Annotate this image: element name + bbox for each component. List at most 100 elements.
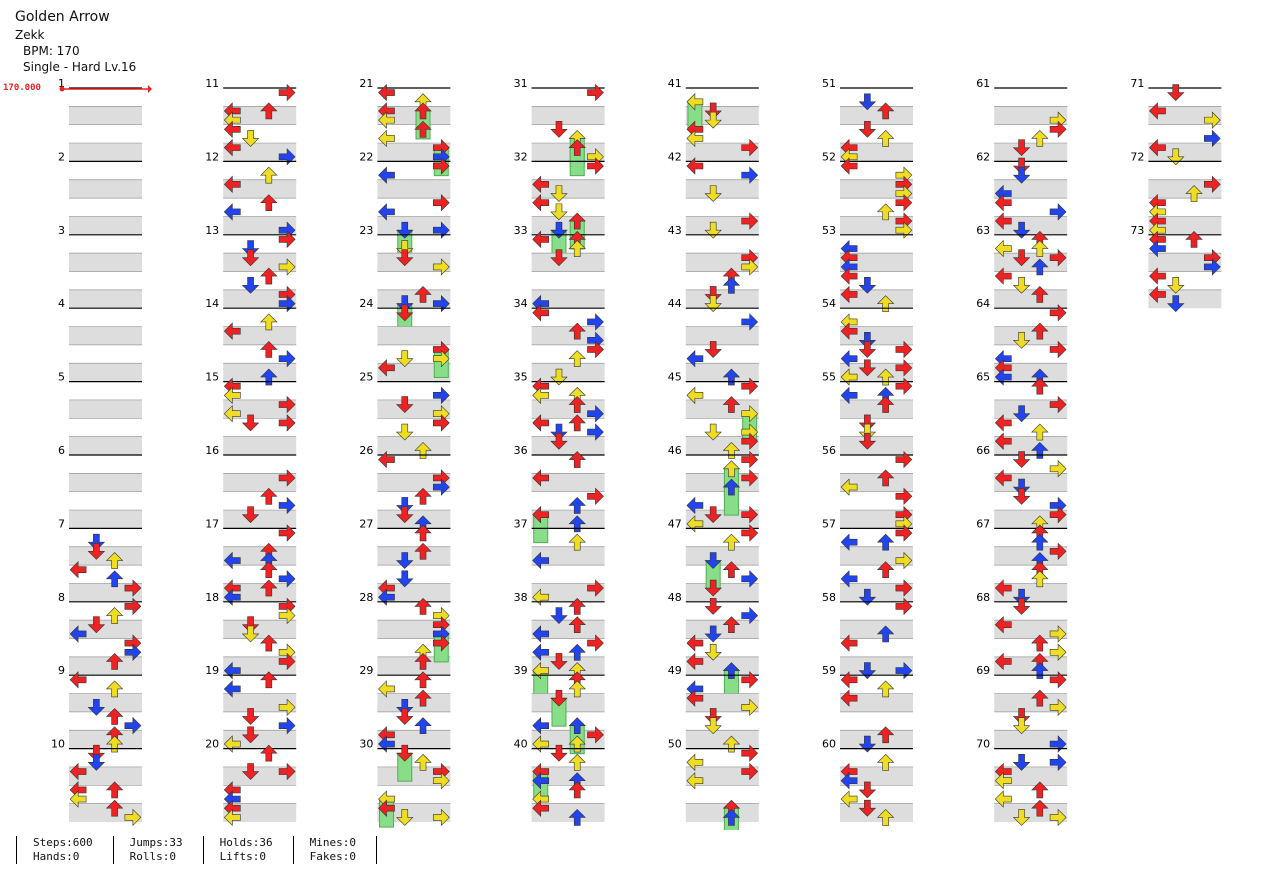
measure-number: 42 <box>668 150 682 163</box>
beat-band <box>994 620 1068 639</box>
beat-band <box>531 473 605 492</box>
measure-number: 52 <box>822 150 836 163</box>
beat-band <box>685 620 759 639</box>
beat-band <box>69 656 142 676</box>
up-arrow-icon <box>105 570 124 588</box>
down-arrow-icon <box>704 185 722 202</box>
up-arrow-icon <box>414 717 432 734</box>
up-arrow-icon <box>260 634 278 652</box>
measure-number: 4 <box>58 297 65 310</box>
left-arrow-icon <box>223 386 241 405</box>
beat-band <box>69 106 142 125</box>
measure-number: 40 <box>514 738 528 751</box>
down-arrow-icon <box>1012 332 1031 349</box>
left-arrow-icon <box>840 478 858 496</box>
beat-band <box>685 106 759 125</box>
left-arrow-icon <box>840 267 858 285</box>
up-arrow-icon <box>105 607 124 624</box>
up-arrow-icon <box>260 166 278 184</box>
down-arrow-icon <box>241 249 260 267</box>
right-arrow-icon <box>1049 698 1067 717</box>
left-arrow-icon <box>994 616 1012 634</box>
left-arrow-icon <box>994 790 1012 808</box>
up-arrow-icon <box>260 744 278 762</box>
measure-number: 61 <box>976 77 990 90</box>
beat-band <box>840 143 913 162</box>
left-arrow-icon <box>532 716 550 735</box>
beat-band <box>994 693 1068 712</box>
beat-band <box>994 656 1068 676</box>
up-arrow-icon <box>568 240 586 257</box>
left-arrow-icon <box>223 138 241 157</box>
up-arrow-icon <box>260 102 278 120</box>
right-arrow-icon <box>587 579 604 597</box>
beat-band <box>531 363 605 382</box>
right-arrow-icon <box>1049 542 1067 561</box>
stat-lifts: Lifts:0 <box>219 850 266 863</box>
beat-band <box>377 179 451 199</box>
beat-band <box>69 326 142 345</box>
measure-number: 8 <box>58 591 65 604</box>
up-arrow-icon <box>722 662 741 679</box>
up-arrow-icon <box>1031 322 1049 340</box>
beat-band <box>531 693 605 712</box>
right-arrow-icon <box>1049 395 1067 414</box>
down-arrow-icon <box>858 359 877 377</box>
beat-band <box>994 106 1068 125</box>
up-arrow-icon <box>1031 240 1049 257</box>
beat-band <box>223 399 297 419</box>
left-arrow-icon <box>994 212 1012 230</box>
down-arrow-icon <box>396 552 414 569</box>
right-arrow-icon <box>895 487 913 506</box>
up-arrow-icon <box>1031 441 1049 459</box>
down-arrow-icon <box>1012 276 1031 294</box>
down-arrow-icon <box>87 699 106 716</box>
up-arrow-icon <box>568 139 586 156</box>
down-arrow-icon <box>396 249 414 267</box>
right-arrow-icon <box>895 524 913 542</box>
down-arrow-icon <box>396 497 414 514</box>
beat-band <box>69 399 142 419</box>
up-arrow-icon <box>568 753 586 771</box>
right-arrow-icon <box>278 570 296 588</box>
stats-col-steps: Steps:600 Hands:0 <box>16 836 113 864</box>
beat-band <box>685 143 759 162</box>
measure-number: 32 <box>514 150 528 163</box>
left-arrow-icon <box>378 166 395 184</box>
measure-number: 24 <box>359 297 373 310</box>
measure-number: 27 <box>359 517 373 530</box>
beat-band <box>994 326 1068 345</box>
down-arrow-icon <box>396 809 414 826</box>
beat-band <box>685 326 759 345</box>
up-arrow-icon <box>568 735 586 753</box>
down-arrow-icon <box>1012 139 1031 157</box>
beat-band <box>840 546 913 566</box>
beat-band <box>377 106 451 125</box>
down-arrow-icon <box>1012 708 1031 725</box>
up-arrow-icon <box>722 478 741 496</box>
right-arrow-icon <box>587 340 604 359</box>
beat-band <box>1148 289 1222 309</box>
left-arrow-icon <box>223 322 241 340</box>
left-arrow-icon <box>994 652 1012 671</box>
left-arrow-icon <box>840 671 858 689</box>
right-arrow-icon <box>1049 808 1067 827</box>
beat-band <box>994 216 1068 235</box>
up-arrow-icon <box>414 487 432 505</box>
right-arrow-icon <box>895 359 913 377</box>
up-arrow-icon <box>568 350 586 367</box>
left-arrow-icon <box>69 625 87 643</box>
measure-number: 41 <box>668 77 682 90</box>
beat-band <box>69 253 142 272</box>
up-arrow-icon <box>414 597 432 615</box>
beat-band <box>840 399 913 419</box>
beat-band <box>223 143 297 162</box>
up-arrow-icon <box>414 689 432 707</box>
left-arrow-icon <box>686 157 704 175</box>
down-arrow-icon <box>396 708 414 725</box>
beat-band <box>1148 143 1222 162</box>
left-arrow-icon <box>223 680 241 698</box>
left-arrow-icon <box>532 414 550 432</box>
right-arrow-icon <box>741 744 759 762</box>
measure-number: 18 <box>205 591 219 604</box>
